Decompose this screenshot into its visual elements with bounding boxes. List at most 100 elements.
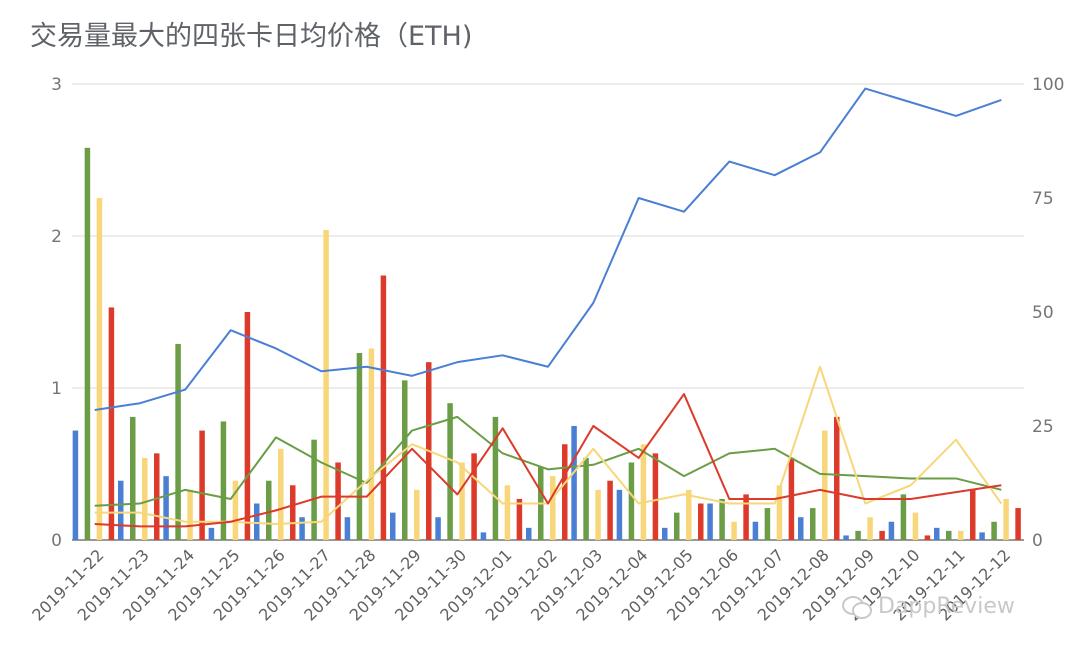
- bar: [118, 480, 124, 540]
- bar: [798, 517, 804, 540]
- bar: [175, 343, 181, 540]
- right-axis: 0 25 50 75 100: [1032, 75, 1064, 551]
- bar: [979, 532, 985, 540]
- bar: [731, 521, 737, 540]
- bar: [571, 426, 577, 540]
- bar: [752, 521, 759, 540]
- bar: [447, 403, 453, 540]
- bar: [686, 489, 692, 540]
- bar: [616, 489, 623, 540]
- left-axis: 0 1 2 3: [51, 75, 62, 551]
- wechat-icon: [842, 595, 872, 619]
- bar: [311, 439, 317, 540]
- bar: [84, 147, 91, 540]
- bar: [402, 380, 408, 540]
- bar: [154, 453, 160, 540]
- bar: [356, 353, 363, 540]
- bar: [142, 457, 148, 540]
- bar: [368, 348, 375, 540]
- bar: [595, 489, 601, 540]
- bar: [562, 444, 568, 540]
- left-tick-label: 3: [51, 75, 62, 95]
- series-line: [94, 87, 1002, 412]
- series-line: [94, 415, 1002, 507]
- bar: [640, 444, 647, 540]
- series-line: [94, 365, 1003, 526]
- bar: [788, 457, 795, 540]
- bar: [459, 462, 465, 540]
- bar: [912, 512, 919, 540]
- bar: [187, 489, 193, 540]
- watermark-text: DappReview: [878, 594, 1015, 619]
- left-tick-label: 0: [51, 531, 62, 551]
- bar: [607, 480, 613, 540]
- right-tick-label: 50: [1032, 303, 1054, 323]
- bar: [108, 307, 115, 540]
- bar: [290, 485, 296, 540]
- bar: [855, 530, 861, 540]
- bar: [480, 532, 487, 540]
- bar: [628, 462, 635, 540]
- bar: [674, 512, 680, 540]
- bar: [743, 494, 749, 540]
- bar: [583, 457, 589, 540]
- right-tick-label: 75: [1032, 189, 1054, 209]
- bar: [199, 430, 205, 540]
- bar: [1015, 508, 1021, 540]
- bar: [934, 527, 940, 540]
- bar: [380, 275, 387, 540]
- bar: [299, 517, 305, 540]
- lines: [94, 87, 1003, 528]
- right-tick-label: 0: [1032, 531, 1043, 551]
- bar: [900, 494, 907, 540]
- bar: [344, 517, 351, 540]
- bar: [958, 530, 964, 540]
- gridlines: [72, 83, 1024, 541]
- bars: [72, 147, 1021, 541]
- bar: [130, 416, 136, 540]
- bar: [867, 517, 873, 540]
- chart-title: 交易量最大的四张卡日均价格（ETH): [30, 21, 473, 52]
- watermark: DappReview: [842, 594, 1015, 619]
- bar: [390, 512, 396, 540]
- bar: [843, 535, 849, 540]
- bar: [72, 430, 79, 540]
- bar: [232, 480, 239, 540]
- bar: [879, 530, 885, 540]
- right-tick-label: 100: [1032, 75, 1064, 95]
- bar: [652, 453, 659, 540]
- bar: [504, 485, 511, 540]
- bar: [208, 527, 215, 540]
- bar: [810, 508, 816, 540]
- bar: [96, 198, 103, 540]
- bar: [764, 508, 771, 540]
- bar: [970, 489, 976, 540]
- bar: [163, 476, 169, 540]
- bar: [698, 503, 704, 540]
- bar: [834, 416, 840, 540]
- bar: [435, 517, 441, 540]
- left-tick-label: 1: [51, 379, 62, 399]
- bar: [707, 503, 713, 540]
- bar: [471, 453, 477, 540]
- bar: [254, 503, 260, 540]
- bar: [776, 485, 783, 540]
- bar: [719, 498, 725, 540]
- bar: [278, 448, 284, 540]
- bar: [244, 312, 251, 540]
- bar: [888, 521, 895, 540]
- bar: [492, 416, 499, 540]
- bar: [516, 498, 523, 540]
- bar: [924, 535, 931, 540]
- bar: [946, 530, 952, 540]
- bar: [991, 521, 997, 540]
- bar: [822, 430, 828, 540]
- bar: [1003, 498, 1009, 540]
- bar: [323, 229, 329, 541]
- bar: [220, 421, 227, 540]
- bar: [266, 480, 272, 540]
- bar: [526, 527, 532, 540]
- right-tick-label: 25: [1032, 417, 1054, 437]
- bar: [335, 462, 341, 540]
